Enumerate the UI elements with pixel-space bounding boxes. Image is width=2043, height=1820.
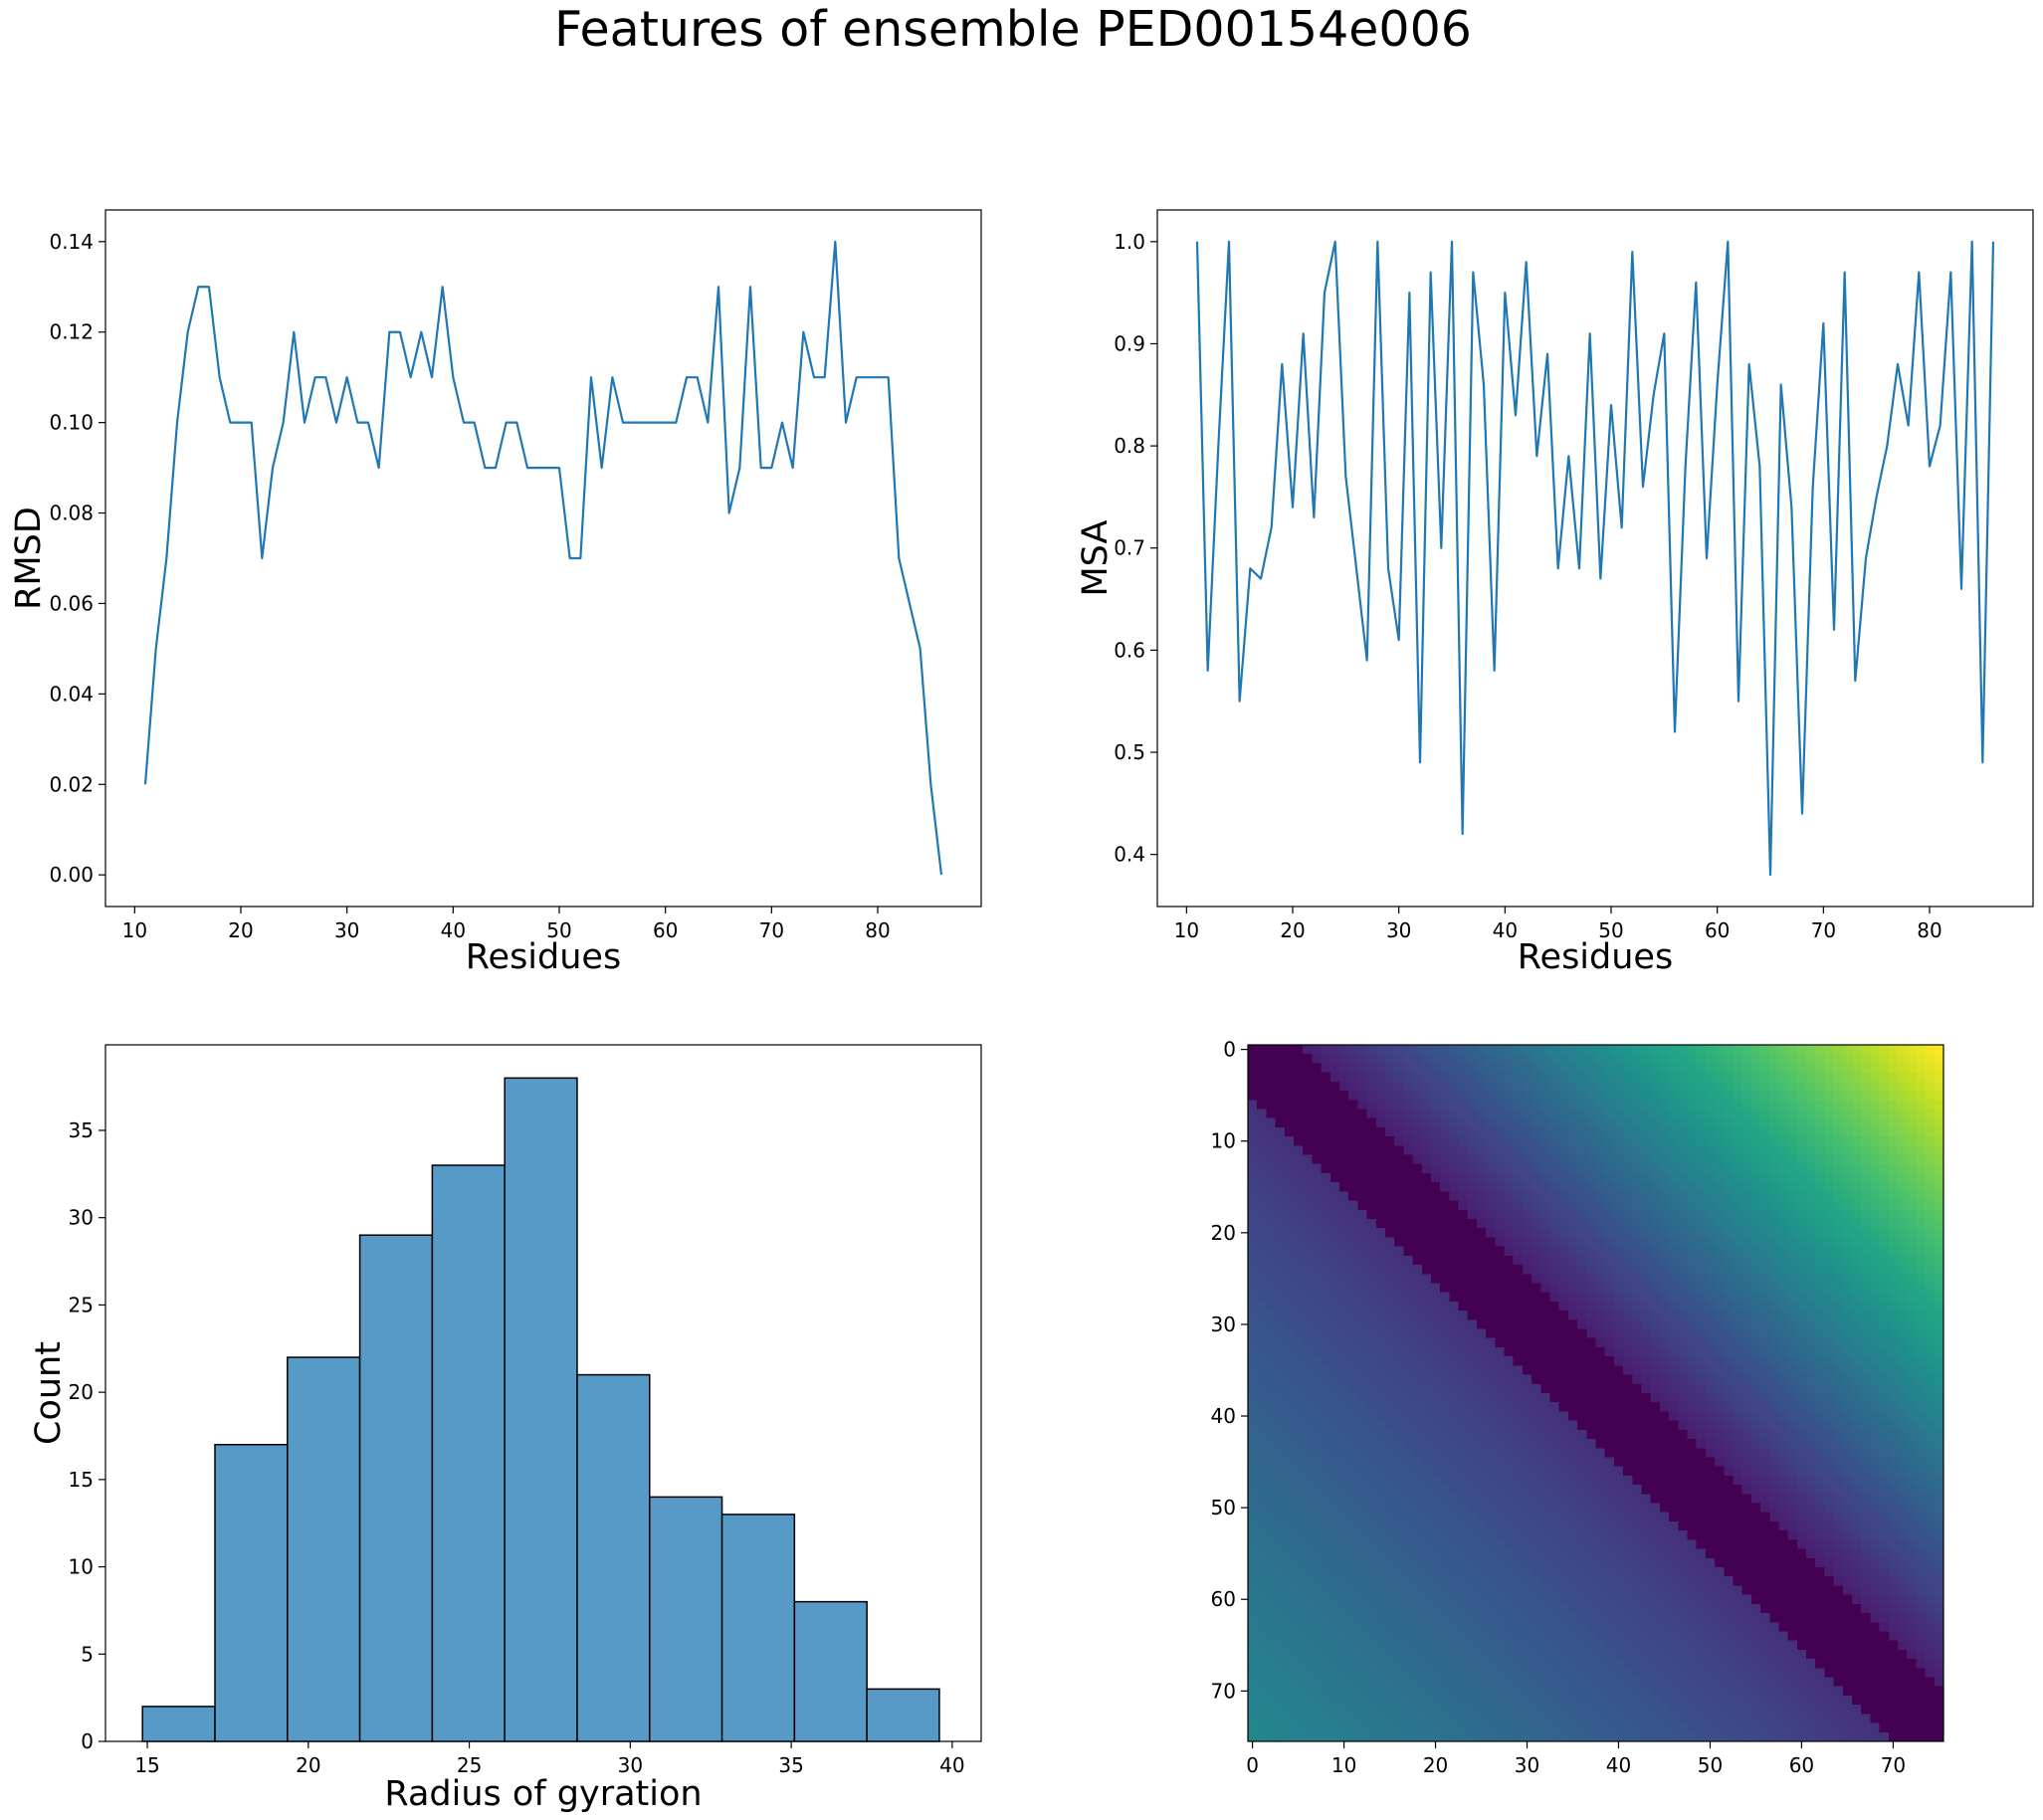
y-tick-label: 0.6 (1114, 638, 1145, 662)
x-tick-label: 25 (457, 1753, 482, 1777)
plot-frame (104, 209, 982, 908)
x-tick-label: 15 (134, 1753, 159, 1777)
distance-matrix-heatmap: 0 10 20 30 40 50 60 70 0 10 20 30 40 50 60 70 (1211, 1038, 1944, 1777)
x-tick-label: 50 (546, 918, 571, 942)
y-tick-label: 40 (1211, 1404, 1236, 1428)
y-tick-label: 0.8 (1114, 434, 1145, 458)
x-axis-label: Residues (466, 937, 621, 977)
x-axis-label: Residues (1518, 937, 1673, 977)
x-tick-label: 60 (653, 918, 678, 942)
x-tick-label: 30 (1515, 1753, 1539, 1777)
histogram-bar (214, 1444, 289, 1742)
msa-line-chart: 10 20 30 40 50 60 70 80 0.4 0.5 0.6 0.7 0.8 0.9 1.0 Res… (1076, 209, 2034, 977)
x-tick-label: 30 (334, 918, 359, 942)
y-tick-label: 0.4 (1114, 843, 1145, 867)
histogram-bar (576, 1373, 651, 1742)
x-tick-label: 10 (1174, 918, 1199, 942)
histogram-bar (358, 1234, 434, 1742)
y-tick-label: 5 (81, 1642, 94, 1666)
y-tick-label: 0 (81, 1729, 94, 1753)
y-tick-label: 0.10 (49, 411, 94, 435)
x-tick-label: 20 (228, 918, 253, 942)
x-axis-label: Radius of gyration (384, 1774, 702, 1814)
x-tick-label: 70 (1811, 918, 1836, 942)
x-tick-label: 20 (1423, 1753, 1448, 1777)
y-tick-label: 0.02 (49, 772, 94, 796)
x-tick-label: 0 (1246, 1753, 1259, 1777)
histogram-bar (287, 1356, 361, 1742)
x-tick-label: 35 (778, 1753, 803, 1777)
y-tick-label: 35 (69, 1118, 94, 1142)
histogram-bar (649, 1496, 723, 1742)
histogram-bar (720, 1514, 796, 1742)
y-tick-label: 0.00 (49, 863, 94, 887)
x-tick-label: 10 (122, 918, 147, 942)
y-tick-label: 20 (69, 1380, 94, 1404)
y-tick-label: 60 (1211, 1587, 1236, 1611)
y-tick-label: 50 (1211, 1496, 1236, 1519)
y-tick-label: 0.14 (49, 230, 94, 254)
y-tick-label: 0.04 (49, 682, 94, 706)
x-tick-label: 80 (1917, 918, 1941, 942)
y-tick-label: 70 (1211, 1679, 1236, 1703)
x-tick-label: 40 (939, 1753, 964, 1777)
plot-frame (1156, 209, 2034, 908)
y-tick-label: 10 (69, 1555, 94, 1579)
heatmap-frame (1247, 1044, 1944, 1742)
x-tick-label: 40 (441, 918, 466, 942)
x-tick-label: 80 (865, 918, 890, 942)
radius-of-gyration-histogram: 15 20 25 30 35 40 0 5 10 15 20 25 30 35 Radius of gyra… (29, 1044, 982, 1814)
y-tick-label: 30 (1211, 1313, 1236, 1336)
x-tick-label: 30 (1386, 918, 1411, 942)
heatmap-image (1248, 1045, 1943, 1741)
y-tick-label: 0.5 (1114, 740, 1145, 764)
x-tick-label: 20 (296, 1753, 320, 1777)
histogram-bar (431, 1164, 506, 1742)
x-tick-label: 20 (1280, 918, 1305, 942)
series-line (1195, 240, 1995, 877)
x-tick-label: 70 (1881, 1753, 1906, 1777)
y-tick-label: 25 (69, 1293, 94, 1316)
rmsd-line-chart: 10 20 30 40 50 60 70 80 0.00 0.02 0.04 0.06 0.08 0.10… (9, 209, 982, 977)
series-line (143, 240, 943, 876)
y-tick-label: 30 (69, 1206, 94, 1230)
histogram-bar (866, 1688, 940, 1742)
y-tick-label: 0.06 (49, 591, 94, 615)
x-tick-label: 60 (1705, 918, 1730, 942)
y-axis-label: MSA (1076, 519, 1116, 596)
y-tick-label: 0.7 (1114, 536, 1145, 560)
y-tick-label: 1.0 (1114, 230, 1145, 254)
x-tick-label: 60 (1789, 1753, 1814, 1777)
y-tick-label: 0.9 (1114, 331, 1145, 355)
y-tick-label: 15 (69, 1468, 94, 1492)
x-tick-label: 10 (1331, 1753, 1356, 1777)
histogram-bar (141, 1706, 216, 1742)
y-tick-label: 0.08 (49, 502, 94, 525)
x-tick-label: 50 (1698, 1753, 1723, 1777)
x-tick-label: 50 (1598, 918, 1623, 942)
y-tick-label: 10 (1211, 1129, 1236, 1153)
y-axis-label: RMSD (9, 506, 49, 610)
histogram-bar (504, 1077, 578, 1742)
x-tick-label: 30 (618, 1753, 643, 1777)
x-tick-label: 40 (1493, 918, 1518, 942)
x-tick-label: 70 (759, 918, 784, 942)
y-axis-label: Count (29, 1341, 69, 1445)
figure-title: Features of ensemble PED00154e006 (554, 1, 1472, 58)
y-tick-label: 20 (1211, 1221, 1236, 1245)
y-tick-label: 0.12 (49, 320, 94, 344)
histogram-bar (793, 1600, 868, 1742)
y-tick-label: 0 (1223, 1038, 1236, 1062)
x-tick-label: 40 (1606, 1753, 1631, 1777)
